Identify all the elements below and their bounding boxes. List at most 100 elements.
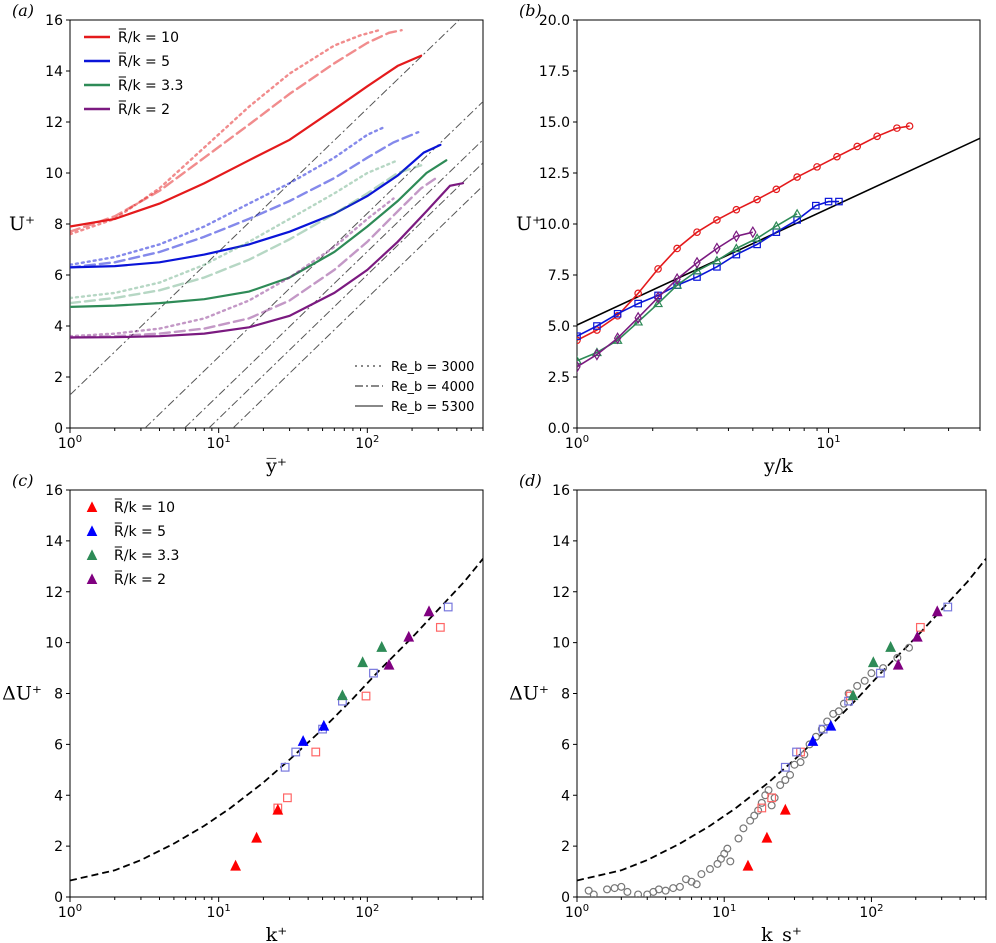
x-tick-label: 100 (565, 903, 589, 921)
legend-label: R̅/k = 10 (114, 498, 175, 516)
data-point (753, 195, 761, 204)
y-tick-label: 10 (552, 636, 570, 652)
x-axis-label: k⁺ (266, 924, 288, 943)
data-point (905, 643, 914, 652)
data-point (839, 699, 848, 708)
data-point (844, 696, 854, 706)
data-point (767, 793, 777, 803)
data-point (403, 630, 415, 642)
data-point (813, 163, 821, 171)
legend-label: Re_b = 4000 (391, 380, 474, 395)
x-tick-label: 101 (207, 434, 231, 452)
data-point (691, 265, 703, 275)
data-point (613, 309, 622, 318)
profile-line (70, 131, 420, 269)
x-tick-label: 101 (712, 903, 736, 921)
legend-swatch (86, 549, 98, 560)
data-point (885, 640, 897, 652)
data-point (732, 230, 741, 243)
profile-line (70, 197, 395, 338)
profile-line (70, 143, 442, 269)
legend-label: Re_b = 5300 (391, 400, 474, 415)
data-point (776, 781, 785, 790)
data-point (943, 602, 953, 612)
profile-line (70, 182, 465, 339)
data-point (654, 291, 662, 304)
data-point (311, 747, 321, 757)
data-point (383, 658, 395, 670)
data-point (423, 605, 435, 617)
y-axis-label: ΔU⁺ (509, 683, 549, 705)
y-tick-label: 2 (54, 370, 63, 386)
y-tick-label: 0.0 (548, 421, 570, 437)
data-point (711, 255, 722, 265)
y-tick-label: 4 (561, 788, 570, 804)
profile-line (70, 29, 381, 236)
profile-line (577, 200, 839, 337)
data-point (713, 242, 721, 255)
data-point (634, 890, 643, 897)
data-point (653, 298, 664, 308)
data-point (853, 681, 862, 690)
data-point (634, 289, 642, 298)
x-tick-label: 102 (355, 903, 379, 921)
data-point (603, 885, 612, 894)
y-tick-label: 0 (54, 890, 63, 906)
data-point (634, 311, 642, 325)
y-tick-label: 10 (45, 166, 63, 182)
profile-line (577, 231, 753, 368)
y-tick-label: 6 (54, 268, 63, 284)
x-tick-label: 102 (355, 434, 379, 452)
data-point (757, 803, 767, 813)
data-point (617, 882, 626, 891)
panel-b-marks (577, 122, 980, 373)
data-point (669, 884, 678, 893)
y-tick-label: 10.0 (539, 217, 570, 233)
y-axis-label: ΔU⁺ (2, 683, 42, 705)
panel-label: (a) (12, 1, 34, 20)
y-tick-label: 12 (45, 585, 63, 601)
data-point (610, 884, 619, 893)
data-point (435, 622, 445, 632)
data-point (673, 244, 681, 253)
data-point (911, 630, 923, 642)
legend-label: R̅/k = 2 (114, 570, 166, 588)
y-tick-label: 16 (45, 483, 63, 499)
log-law-line (144, 101, 483, 428)
data-point (772, 185, 781, 194)
data-point (697, 870, 706, 879)
x-axis-label: k_s⁺ (761, 924, 802, 943)
y-tick-label: 20.0 (539, 13, 570, 29)
data-point (705, 865, 714, 874)
y-tick-label: 14 (45, 64, 63, 80)
x-tick-label: 101 (816, 434, 840, 452)
data-point (731, 243, 742, 253)
data-point (661, 886, 670, 895)
data-point (793, 173, 801, 181)
data-point (318, 719, 330, 731)
data-point (834, 707, 843, 716)
data-point (780, 762, 790, 772)
profile-line (577, 125, 910, 342)
data-point (853, 142, 862, 151)
data-point (723, 844, 732, 853)
legend-label: R̅/k = 3.3 (114, 546, 180, 564)
x-tick-label: 100 (565, 434, 589, 452)
data-point (672, 279, 683, 289)
profile-line (70, 125, 386, 266)
y-tick-label: 8 (54, 217, 63, 233)
data-point (905, 122, 914, 130)
legend-swatch (86, 501, 98, 512)
data-point (847, 689, 859, 701)
data-point (376, 640, 388, 652)
data-point (786, 770, 795, 779)
legend-label: R̅/k = 10 (118, 28, 179, 46)
data-point (824, 197, 833, 206)
y-tick-label: 14 (552, 534, 570, 550)
data-point (369, 668, 378, 678)
y-tick-label: 4 (54, 319, 63, 335)
panel-label: (c) (12, 471, 33, 490)
data-point (807, 735, 819, 746)
y-tick-label: 6 (561, 737, 570, 753)
profile-line (70, 29, 403, 233)
